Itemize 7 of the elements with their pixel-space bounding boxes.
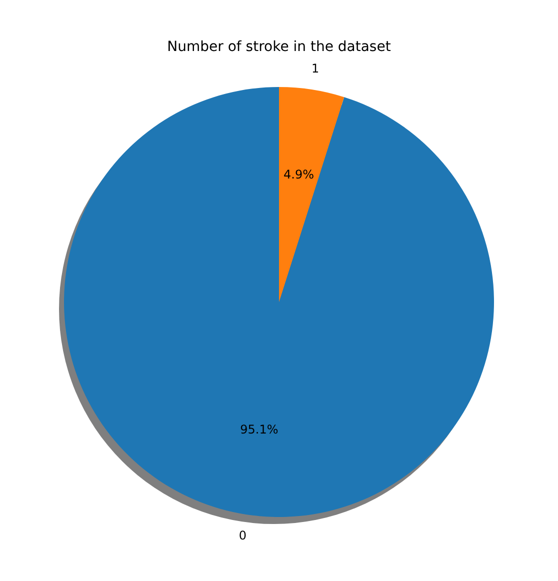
pie-slice — [64, 87, 494, 517]
chart-title: Number of stroke in the dataset — [167, 39, 392, 55]
slice-label: 0 — [238, 528, 247, 543]
data-label: 4.9% — [284, 168, 314, 182]
slice-label: 1 — [311, 61, 320, 76]
data-label: 95.1% — [240, 422, 278, 436]
pie-slice — [279, 87, 344, 302]
